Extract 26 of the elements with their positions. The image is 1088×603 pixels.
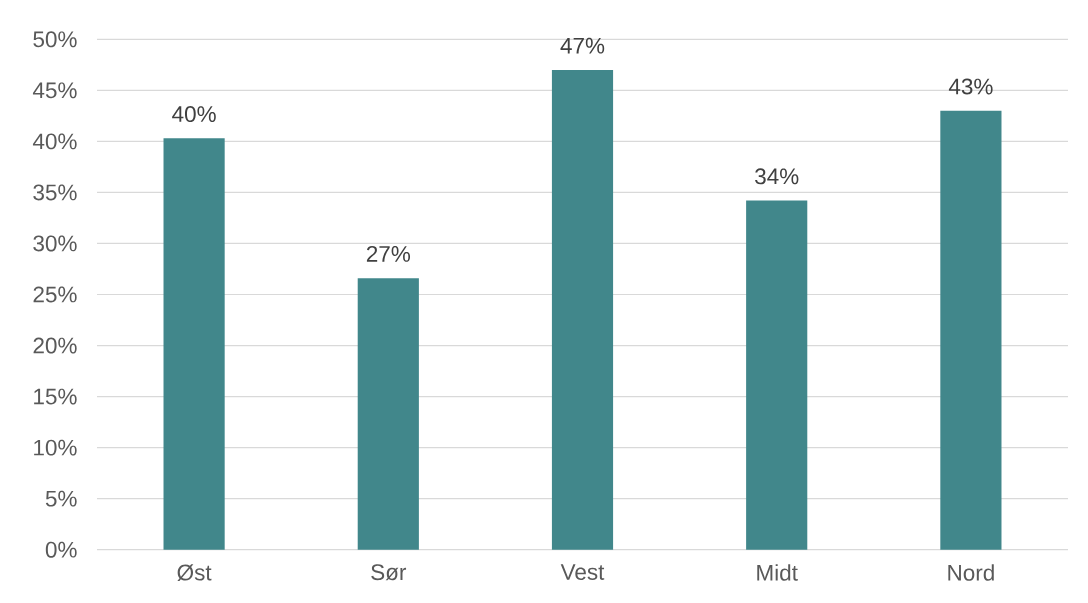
- y-tick-label: 5%: [45, 490, 77, 507]
- data-label: 40%: [172, 106, 216, 123]
- y-tick-label: 10%: [34, 439, 77, 456]
- y-tick-label: 25%: [33, 286, 77, 303]
- x-tick-label: Sør: [371, 564, 407, 581]
- y-tick-label: 20%: [33, 337, 77, 354]
- x-tick-label: Midt: [757, 564, 798, 581]
- x-tick-label: Vest: [560, 564, 605, 580]
- y-tick-label: 15%: [34, 388, 77, 405]
- bar: [551, 69, 614, 550]
- bar: [163, 138, 225, 550]
- bar: [940, 110, 1002, 550]
- y-tick-label: 45%: [32, 82, 77, 99]
- x-tick-label: Nord: [948, 564, 994, 581]
- y-tick-label: 40%: [32, 133, 77, 150]
- bar: [746, 200, 808, 550]
- data-label: 27%: [366, 245, 411, 262]
- bar: [357, 278, 419, 550]
- x-tick-label: Øst: [177, 564, 212, 581]
- y-tick-label: 50%: [33, 31, 77, 48]
- y-tick-label: 35%: [33, 184, 77, 201]
- y-tick-label: 30%: [33, 235, 77, 252]
- data-label: 47%: [560, 37, 605, 54]
- y-tick-label: 0%: [45, 541, 77, 558]
- data-label: 43%: [948, 78, 993, 95]
- data-label: 34%: [755, 168, 799, 185]
